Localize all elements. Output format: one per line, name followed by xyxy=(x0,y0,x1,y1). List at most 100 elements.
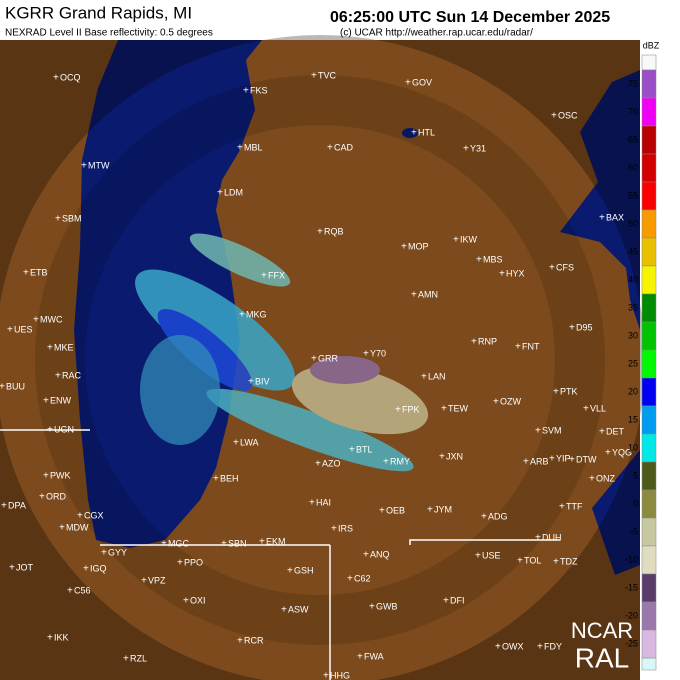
station-label: ASW xyxy=(288,604,309,614)
station-label: UES xyxy=(14,324,33,334)
legend-swatch xyxy=(641,601,657,631)
station-marker: + xyxy=(493,397,499,408)
station-marker: + xyxy=(515,342,521,353)
station-label: C62 xyxy=(354,573,371,583)
station-label: RNP xyxy=(478,336,497,346)
product: NEXRAD Level II Base reflectivity: 0.5 d… xyxy=(5,28,213,39)
station-marker: + xyxy=(463,144,469,155)
station-label: RMY xyxy=(390,456,410,466)
legend-label: 70 xyxy=(628,106,638,116)
station-label: DFI xyxy=(450,595,465,605)
station-label: DUH xyxy=(542,532,562,542)
station-label: MBS xyxy=(483,254,503,264)
station-label: MTW xyxy=(88,160,110,170)
legend-label: 20 xyxy=(628,386,638,396)
station-marker: + xyxy=(549,263,555,274)
station-marker: + xyxy=(67,586,73,597)
station-label: BUU xyxy=(6,381,25,391)
logo-ral: RAL xyxy=(575,642,629,673)
station-label: DET xyxy=(606,426,625,436)
station-label: MBL xyxy=(244,142,263,152)
legend-label: -15 xyxy=(625,582,638,592)
station-label: JXN xyxy=(446,451,463,461)
station-marker: + xyxy=(599,213,605,224)
station-label: JYM xyxy=(434,504,452,514)
station-marker: + xyxy=(439,452,445,463)
legend-label: 40 xyxy=(628,274,638,284)
station-marker: + xyxy=(43,471,49,482)
station-marker: + xyxy=(141,576,147,587)
station-label: LDM xyxy=(224,187,243,197)
station-label: ARB xyxy=(530,456,549,466)
station-label: GWB xyxy=(376,601,398,611)
station-label: VPZ xyxy=(148,575,166,585)
station-marker: + xyxy=(589,474,595,485)
legend-label: 35 xyxy=(628,302,638,312)
station-marker: + xyxy=(177,558,183,569)
station-marker: + xyxy=(535,426,541,437)
station-label: Y31 xyxy=(470,143,486,153)
station-label: GSH xyxy=(294,565,314,575)
legend-swatch xyxy=(641,209,657,239)
station-marker: + xyxy=(33,315,39,326)
station-marker: + xyxy=(499,269,505,280)
station-label: OWX xyxy=(502,641,524,651)
station-label: CFS xyxy=(556,262,574,272)
station-marker: + xyxy=(551,111,557,122)
station-label: MWC xyxy=(40,314,63,324)
station-marker: + xyxy=(239,310,245,321)
legend-swatch xyxy=(641,349,657,379)
station-label: OSC xyxy=(558,110,578,120)
stations: + OCQ + TVC+ GOV+ FKS+ HTL+ OSC+ MTW+ MBL + CAD + Y31… xyxy=(0,70,632,680)
station-label: FKS xyxy=(250,85,268,95)
station-label: Y70 xyxy=(370,348,386,358)
station-marker: + xyxy=(327,143,333,154)
legend-swatch xyxy=(641,237,657,267)
station-marker: + xyxy=(261,271,267,282)
station-marker: + xyxy=(317,227,323,238)
station-marker: + xyxy=(281,605,287,616)
station-marker: + xyxy=(441,404,447,415)
credit: (c) UCAR http://weather.rap.ucar.edu/rad… xyxy=(340,28,533,39)
legend-swatch xyxy=(641,69,657,99)
legend-label: -20 xyxy=(625,610,638,620)
legend-label: 25 xyxy=(628,358,638,368)
station-marker: + xyxy=(309,498,315,509)
station-label: DTW xyxy=(576,454,597,464)
station-marker: + xyxy=(569,455,575,466)
lake-erie xyxy=(592,450,640,575)
station-marker: + xyxy=(55,371,61,382)
station-label: VLL xyxy=(590,403,606,413)
station-marker: + xyxy=(237,636,243,647)
station-label: BEH xyxy=(220,473,239,483)
station-label: ETB xyxy=(30,267,48,277)
station-marker: + xyxy=(248,377,254,388)
legend-swatch xyxy=(641,377,657,407)
station-label: OEB xyxy=(386,505,405,515)
station-marker: + xyxy=(77,511,83,522)
legend-swatch xyxy=(641,265,657,295)
legend-label: 50 xyxy=(628,218,638,228)
station-label: HYX xyxy=(506,268,525,278)
station-title: KGRR Grand Rapids, MI xyxy=(5,3,192,22)
station-label: CGX xyxy=(84,510,104,520)
station-marker: + xyxy=(553,557,559,568)
station-label: FWA xyxy=(364,651,384,661)
station-label: BIV xyxy=(255,376,270,386)
legend-label: -5 xyxy=(630,526,638,536)
station-label: HTL xyxy=(418,127,435,137)
station-marker: + xyxy=(569,323,575,334)
station-marker: + xyxy=(43,396,49,407)
station-marker: + xyxy=(605,448,611,459)
legend-label: 75 xyxy=(628,78,638,88)
legend-label: -10 xyxy=(625,554,638,564)
legend-swatch xyxy=(641,545,657,575)
station-label: ONZ xyxy=(596,473,616,483)
station-label: HHG xyxy=(330,670,350,680)
station-label: GYY xyxy=(108,547,127,557)
legend-swatch xyxy=(641,489,657,519)
station-marker: + xyxy=(47,343,53,354)
legend-swatch xyxy=(641,461,657,491)
station-marker: + xyxy=(287,566,293,577)
station-label: BTL xyxy=(356,444,373,454)
